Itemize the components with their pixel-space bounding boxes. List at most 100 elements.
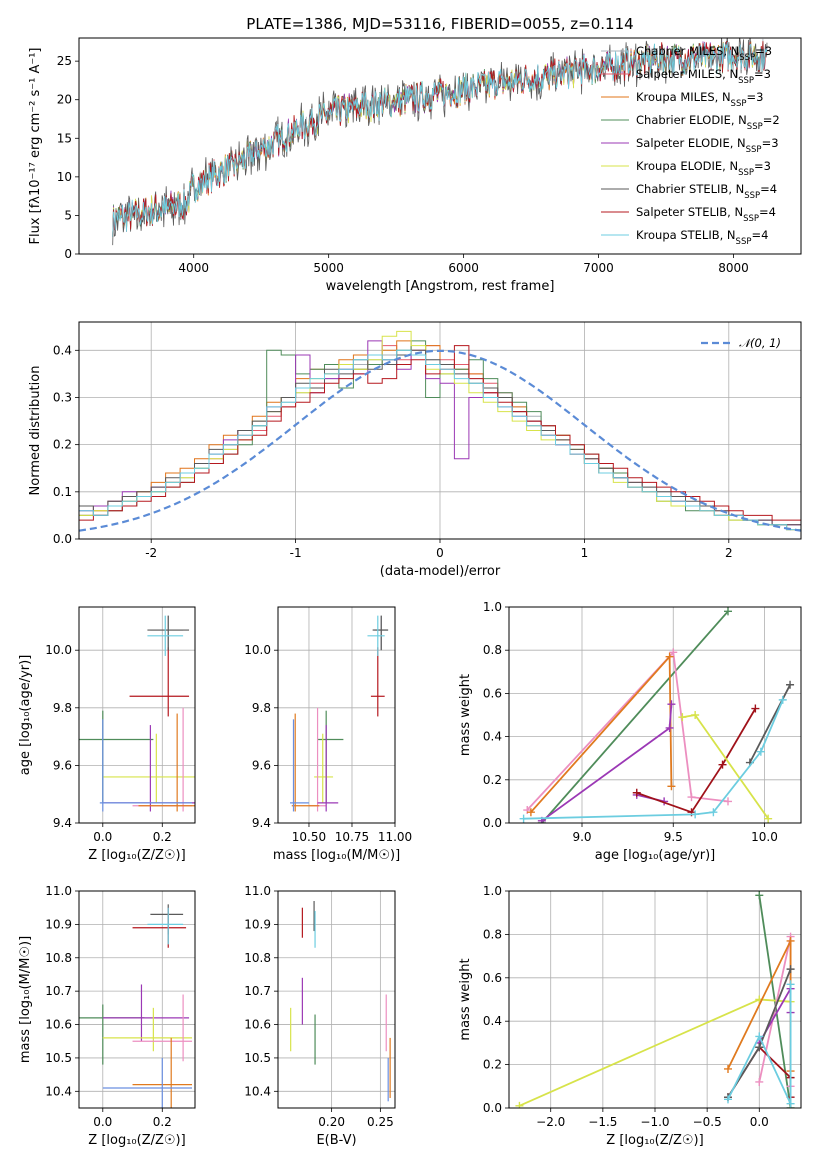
weight-point: [786, 965, 795, 974]
y-tick-label: 10.7: [45, 984, 72, 998]
axes-frame: [508, 890, 802, 1109]
y-axis-label: Normed distribution: [28, 366, 43, 496]
weight-point: [665, 723, 674, 732]
plot-area: [290, 615, 389, 812]
weight-point: [756, 747, 765, 756]
x-axis-label: Z [log₁₀(Z/Z☉)]: [88, 848, 185, 863]
y-tick-label: 25: [57, 54, 72, 68]
weight-point: [755, 891, 764, 900]
axes-frame: [78, 606, 196, 824]
x-axis-label: mass [log₁₀(M/M☉)]: [273, 848, 400, 863]
weight-line: [758, 936, 792, 1087]
spectrum-line: [112, 42, 768, 238]
y-tick-label: 9.6: [53, 758, 72, 772]
panel-mass_weight_vs_age: 9.0 9.5 10.0 0.0 0.2 0.4 0.6 0.8 1.0 age [log₁₀(a…: [458, 600, 802, 863]
y-axis-label: age [log₁₀(age/yr)]: [18, 655, 33, 776]
y-tick-label: 0.4: [483, 730, 502, 744]
weight-line: [749, 684, 791, 763]
y-tick-label: 9.8: [252, 701, 271, 715]
axes-frame: [508, 606, 802, 824]
y-tick-label: 0.0: [483, 816, 502, 830]
x-tick-label: 10.75: [335, 830, 369, 844]
y-tick-label: 9.4: [53, 816, 72, 830]
y-tick-label: 0.0: [483, 1101, 502, 1115]
plot-area: [79, 330, 801, 532]
y-axis-label: mass weight: [458, 958, 473, 1040]
y-tick-label: 11.0: [244, 884, 271, 898]
x-axis-label: wavelength [Angstrom, rest frame]: [326, 279, 555, 294]
x-tick-label: 0.2: [153, 1115, 172, 1129]
x-tick-label: 4000: [178, 261, 209, 275]
weight-point: [724, 1095, 732, 1104]
weight-point: [526, 808, 535, 817]
y-tick-label: 9.6: [252, 758, 271, 772]
weight-line: [541, 704, 673, 822]
y-tick-label: 0.3: [53, 390, 72, 404]
y-tick-label: 11.0: [45, 884, 72, 898]
weight-point: [724, 1064, 732, 1073]
histogram-line: [79, 345, 801, 521]
weight-point: [667, 782, 676, 791]
y-tick-label: 10.5: [45, 1051, 72, 1065]
y-tick-label: 10.8: [45, 951, 72, 965]
y-tick-label: 0.8: [483, 927, 502, 941]
y-tick-label: 10: [57, 170, 72, 184]
weight-point: [724, 607, 732, 616]
weight-point: [667, 700, 676, 709]
x-tick-label: 1: [581, 546, 589, 560]
weight-point: [691, 810, 700, 819]
weight-line: [541, 610, 729, 823]
y-tick-label: 10.9: [244, 917, 271, 931]
y-tick-label: 0.2: [483, 1058, 502, 1072]
weight-line: [682, 714, 769, 820]
weight-point: [786, 980, 795, 989]
x-tick-label: −2.0: [536, 1115, 565, 1129]
panel-spectrum: 4000 5000 6000 7000 8000 0 5 10 15 20 25 wavelength…: [28, 37, 802, 294]
panel-mass_weight_vs_Z: −2.0 −1.5 −1.0 −0.5 0.0 0.0 0.2 0.4 0.6 0.8 1.0 Z […: [458, 884, 802, 1148]
y-tick-label: 0.6: [483, 971, 502, 985]
y-axis-label: mass weight: [458, 674, 473, 756]
x-tick-label: 7000: [583, 261, 614, 275]
weight-point: [786, 936, 795, 945]
y-tick-label: 15: [57, 131, 72, 145]
weight-point: [632, 788, 641, 797]
histogram-line: [79, 349, 801, 531]
panel-mass_vs_ebv: 0.20 0.25 10.4 10.5 10.6 10.7 10.8 10.9 11.0 E(B-…: [244, 884, 396, 1148]
weight-point: [519, 814, 528, 823]
x-tick-label: 0.20: [318, 1115, 345, 1129]
y-tick-label: 10.8: [244, 951, 271, 965]
weight-line: [523, 699, 784, 820]
weight-point: [786, 1099, 795, 1108]
weight-point: [755, 1032, 764, 1041]
plot-area: [79, 904, 193, 1108]
plot-area: [79, 615, 195, 812]
panel-mass_vs_Z: 0.0 0.2 10.4 10.5 10.6 10.7 10.8 10.9 11.0 Z [log…: [18, 884, 196, 1148]
weight-point: [778, 695, 787, 704]
y-tick-label: 10.4: [244, 1084, 271, 1098]
legend-entry: Salpeter ELODIE, NSSP=3: [636, 136, 779, 155]
panel-age_vs_mass: 10.50 10.75 11.00 9.4 9.6 9.8 10.0 mass [log₁₀(…: [244, 606, 412, 863]
x-tick-label: 0.25: [367, 1115, 394, 1129]
legend-entry: Salpeter MILES, NSSP=3: [636, 67, 771, 86]
weight-point: [786, 680, 795, 689]
legend-entry: Kroupa STELIB, NSSP=4: [636, 228, 768, 247]
legend-entry: Salpeter STELIB, NSSP=4: [636, 205, 776, 224]
y-tick-label: 0: [64, 247, 72, 261]
weight-line: [530, 654, 673, 813]
gaussian-line: [79, 349, 801, 532]
weight-point: [678, 713, 687, 722]
weight-point: [687, 793, 696, 802]
weight-point: [751, 704, 760, 713]
y-tick-label: 1.0: [483, 884, 502, 898]
axes-frame: [277, 890, 396, 1109]
x-tick-label: 0: [436, 546, 444, 560]
spectrum-line: [112, 38, 768, 246]
x-tick-label: −1.0: [640, 1115, 669, 1129]
y-tick-label: 10.5: [244, 1051, 271, 1065]
legend-entry: Chabrier MILES, NSSP=3: [636, 44, 772, 63]
x-tick-label: 9.0: [572, 830, 591, 844]
y-tick-label: 0.1: [53, 485, 72, 499]
x-tick-label: 0.0: [93, 1115, 112, 1129]
x-axis-label: (data-model)/error: [380, 564, 501, 579]
